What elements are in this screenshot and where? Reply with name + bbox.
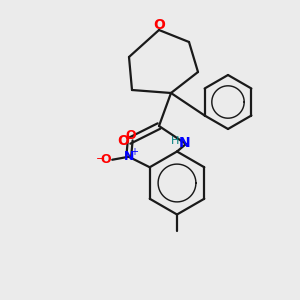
Text: O: O [153, 18, 165, 32]
Text: −: − [96, 154, 106, 164]
Text: H: H [171, 136, 180, 146]
Text: O: O [100, 153, 111, 166]
Text: N: N [124, 150, 134, 163]
Text: +: + [130, 147, 138, 157]
Text: O: O [118, 134, 130, 148]
Text: N: N [179, 136, 190, 150]
Text: O: O [125, 129, 136, 142]
